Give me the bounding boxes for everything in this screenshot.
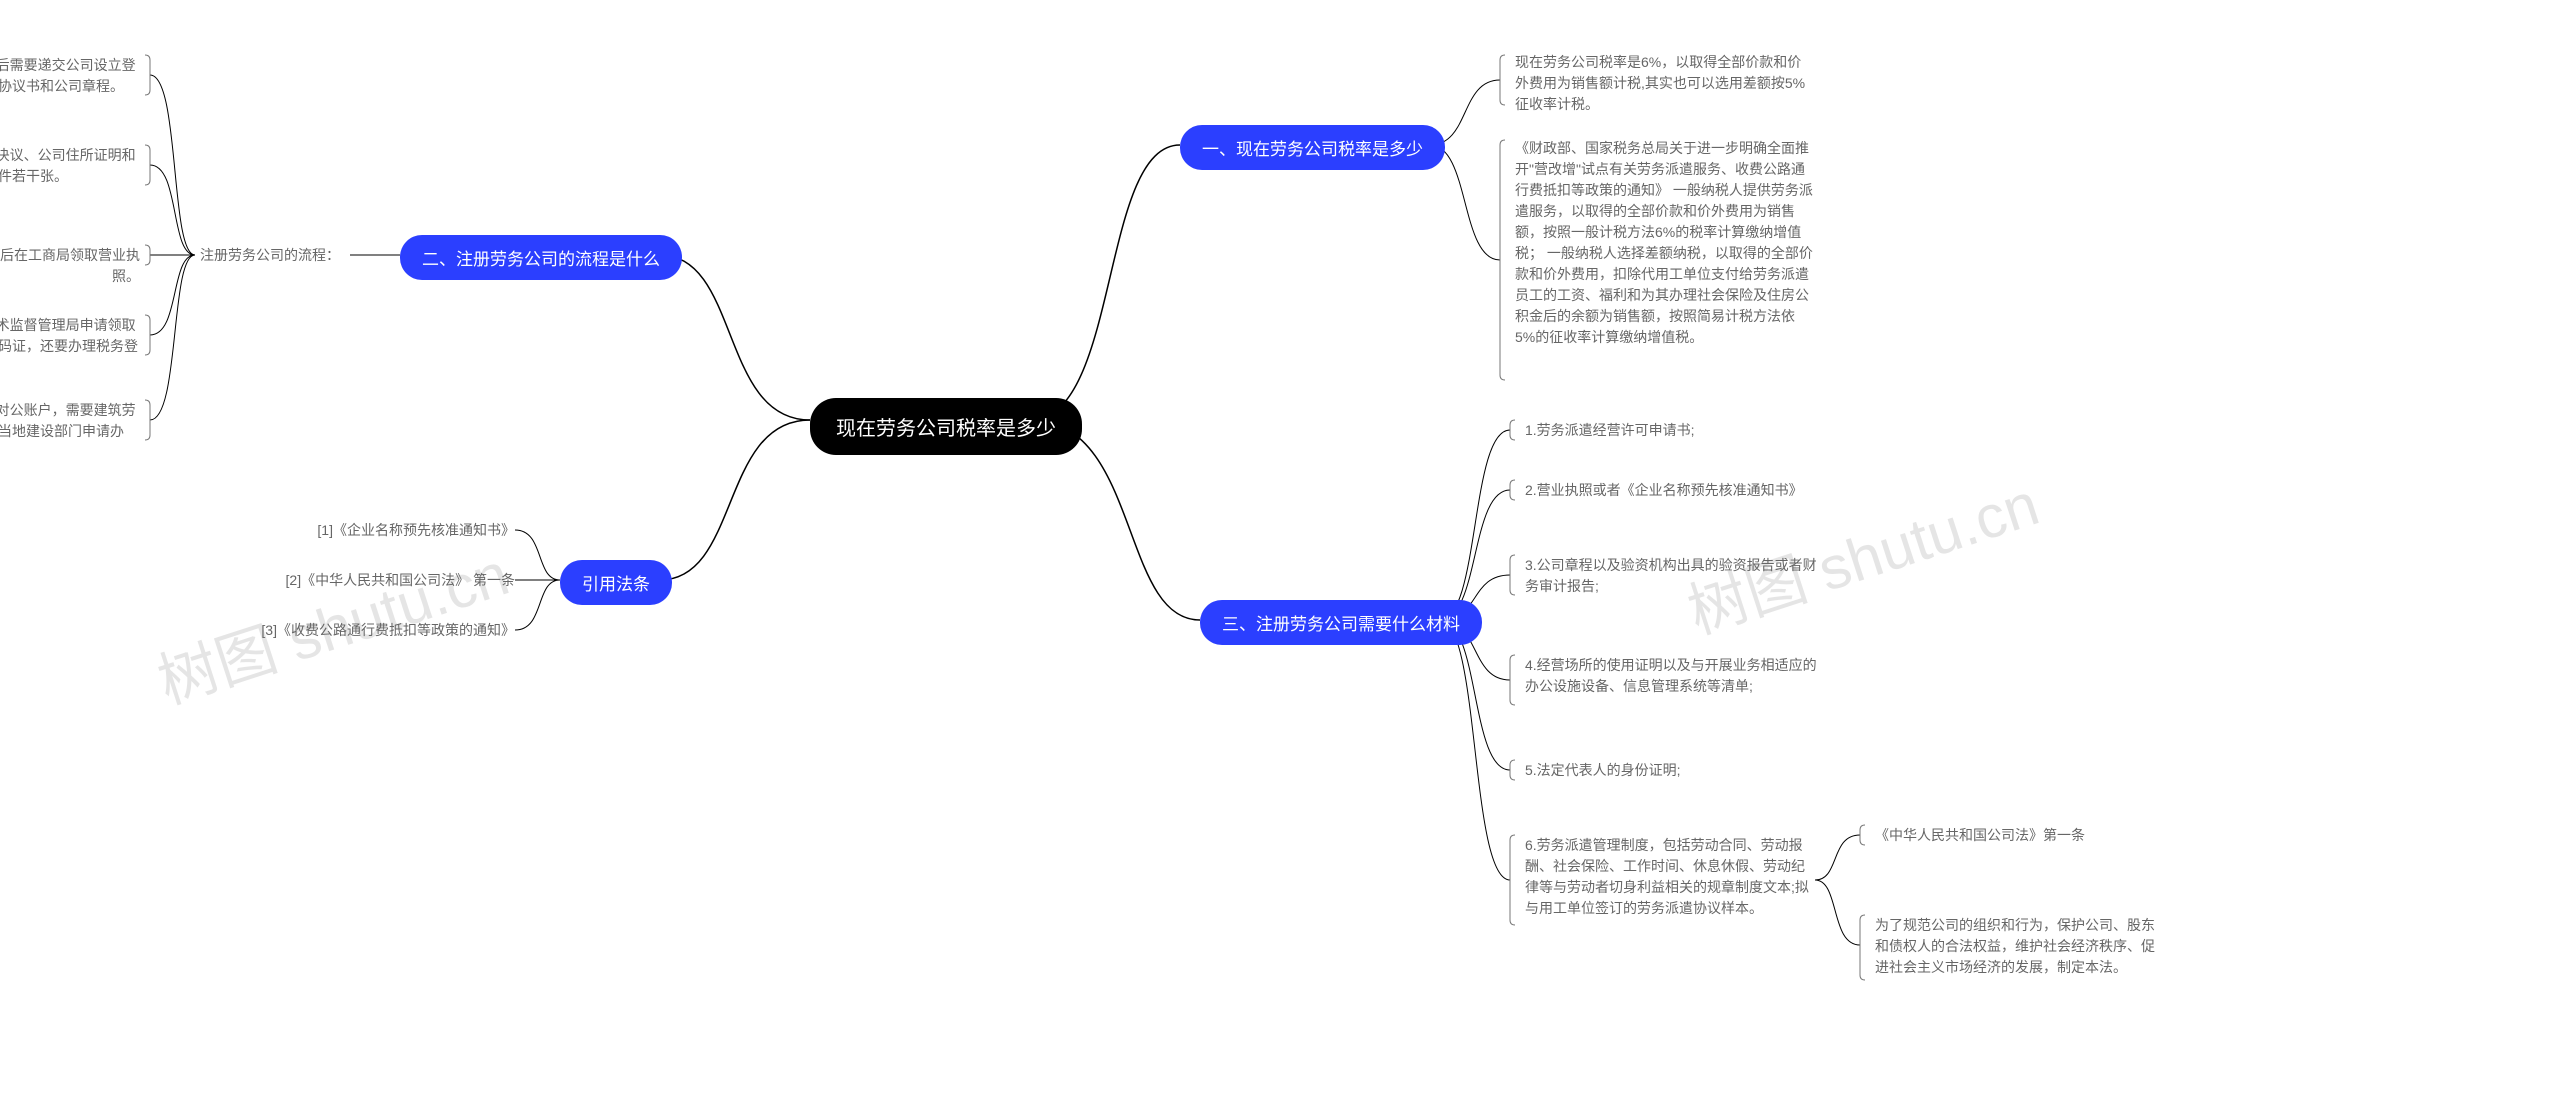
branch-1[interactable]: 一、现在劳务公司税率是多少: [1180, 125, 1445, 170]
root-label: 现在劳务公司税率是多少: [836, 412, 1056, 441]
branch-2[interactable]: 二、注册劳务公司的流程是什么: [400, 235, 682, 280]
branch-1-label: 一、现在劳务公司税率是多少: [1202, 135, 1423, 160]
leaf-2-5: 5.银行新增企业对公账户，需要建筑劳务承包资质的去当地建设部门申请办理。: [0, 400, 140, 463]
leaf-3-6: 6.劳务派遣管理制度，包括劳动合同、劳动报酬、社会保险、工作时间、休息休假、劳动…: [1525, 835, 1815, 919]
leaf-1-1: 现在劳务公司税率是6%，以取得全部价款和价外费用为销售额计税,其实也可以选用差额…: [1515, 52, 1815, 115]
branch-4-label: 引用法条: [582, 570, 650, 595]
branch-2a-label: 注册劳务公司的流程：: [200, 245, 340, 266]
branch-4[interactable]: 引用法条: [560, 560, 672, 605]
leaf-2-1: 1.公司起名核准后需要递交公司设立登记申请书、委托协议书和公司章程。: [0, 55, 140, 97]
leaf-4-2: [2]《中华人民共和国公司法》 第一条: [280, 570, 515, 591]
branch-3-label: 三、注册劳务公司需要什么材料: [1222, 610, 1460, 635]
leaf-3-2: 2.营业执照或者《企业名称预先核准通知书》: [1525, 480, 1803, 501]
leaf-4-1: [1]《企业名称预先核准通知书》: [300, 520, 515, 541]
leaf-2-2: 2.还需要股东会决议、公司住所证明和股东身份证复印件若干张。: [0, 145, 140, 187]
leaf-4-3: [3]《收费公路通行费抵扣等政策的通知》: [260, 620, 515, 641]
leaf-3-3: 3.公司章程以及验资机构出具的验资报告或者财务审计报告;: [1525, 555, 1825, 597]
root-node[interactable]: 现在劳务公司税率是多少: [810, 398, 1082, 455]
leaf-3-6b: 为了规范公司的组织和行为，保护公司、股东和债权人的合法权益，维护社会经济秩序、促…: [1875, 915, 2165, 978]
leaf-3-4: 4.经营场所的使用证明以及与开展业务相适应的办公设施设备、信息管理系统等清单;: [1525, 655, 1825, 697]
leaf-3-5: 5.法定代表人的身份证明;: [1525, 760, 1681, 781]
leaf-2-4: 4.去当地质量技术监督管理局申请领取企业组织机构代码证，还要办理税务登记。: [0, 315, 140, 378]
leaf-3-6a: 《中华人民共和国公司法》第一条: [1875, 825, 2085, 846]
leaf-1-2: 《财政部、国家税务总局关于进一步明确全面推开"营改增"试点有关劳务派遣服务、收费…: [1515, 138, 1815, 348]
leaf-2-3: 3.七个工作日后在工商局领取营业执照。: [0, 245, 140, 287]
leaf-3-1: 1.劳务派遣经营许可申请书;: [1525, 420, 1695, 441]
branch-2-label: 二、注册劳务公司的流程是什么: [422, 245, 660, 270]
branch-3[interactable]: 三、注册劳务公司需要什么材料: [1200, 600, 1482, 645]
